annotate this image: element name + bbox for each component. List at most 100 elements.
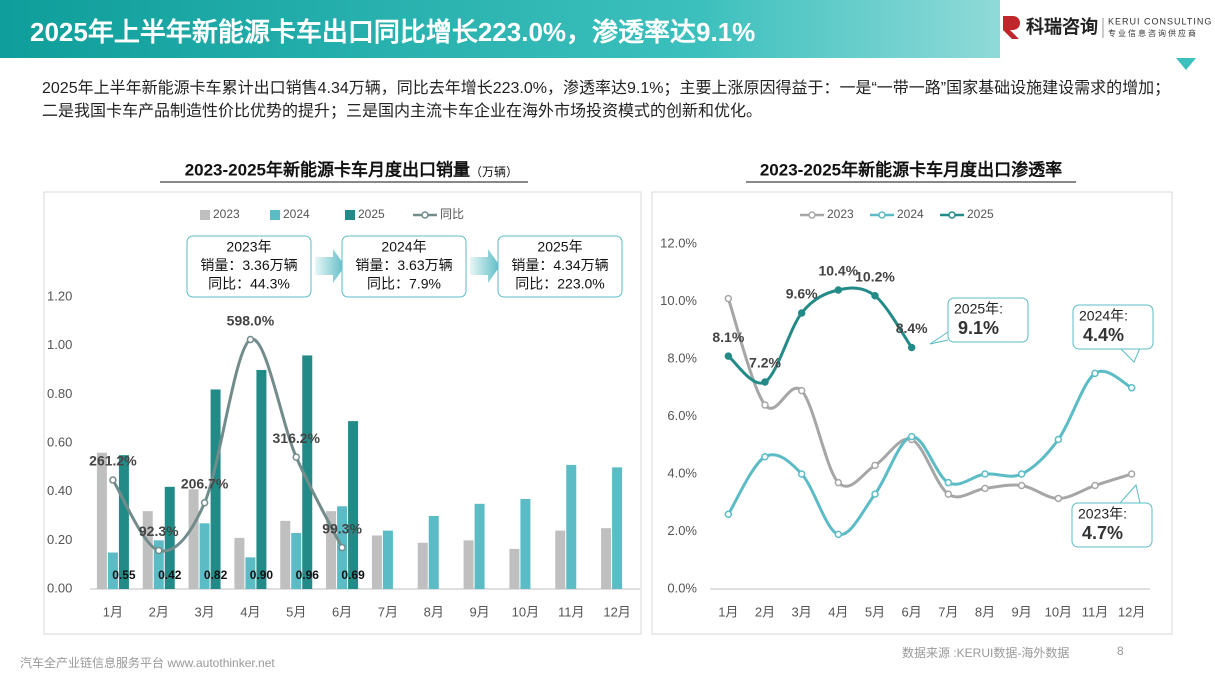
line (726, 298, 1133, 500)
line-marker (797, 386, 806, 395)
annotation-text: 销量：4.34万辆 (511, 257, 608, 273)
chart-title: 2023-2025年新能源卡车月度出口销量 (185, 159, 470, 179)
line-marker (292, 453, 300, 461)
data-label: 8.1% (712, 329, 744, 345)
y-tick-label: 0.60 (47, 434, 72, 449)
bar (199, 523, 210, 589)
x-tick-label: 10月 (1045, 604, 1072, 619)
y-tick-label: 0.00 (47, 580, 72, 595)
data-label: 0.96 (296, 568, 320, 582)
legend-swatch (345, 210, 355, 220)
line-marker (761, 378, 769, 386)
line-marker (724, 510, 733, 518)
legend-label: 2025 (967, 207, 994, 221)
y-tick-label: 2.0% (667, 523, 697, 538)
x-tick-label: 2月 (755, 604, 775, 619)
x-tick-label: 3月 (792, 604, 812, 619)
data-label: 10.2% (855, 268, 895, 284)
line-marker (834, 530, 843, 539)
y-tick-label: 0.80 (47, 386, 72, 401)
line-marker (907, 432, 916, 441)
x-tick-label: 6月 (902, 604, 922, 619)
x-tick-label: 4月 (828, 604, 848, 619)
bar (601, 528, 612, 589)
line-marker (761, 401, 769, 409)
bar (555, 530, 566, 589)
header-notch (1176, 58, 1196, 70)
legend-label: 同比 (440, 207, 464, 221)
y-tick-label: 0.20 (47, 532, 72, 547)
x-tick-label: 8月 (975, 604, 995, 619)
x-tick-label: 8月 (424, 604, 444, 619)
x-tick-label: 1月 (103, 604, 123, 619)
line-marker (944, 478, 953, 487)
data-label: 0.82 (204, 568, 228, 582)
legend-label: 2023 (213, 207, 240, 221)
data-label: 8.4% (896, 320, 928, 336)
data-label: 598.0% (227, 312, 275, 328)
page-title: 2025年上半年新能源卡车出口同比增长223.0%，渗透率达9.1% (30, 17, 756, 47)
line-marker (724, 294, 733, 303)
annotation-text: 2024年 (381, 239, 426, 255)
line-marker (797, 309, 806, 317)
annotation-box (186, 235, 312, 298)
bar (96, 452, 107, 589)
callout-box (1072, 304, 1154, 350)
x-tick-label: 5月 (286, 604, 306, 619)
bar (474, 503, 485, 589)
x-tick-label: 12月 (1118, 604, 1145, 619)
line-marker (109, 476, 117, 484)
bar (256, 370, 267, 589)
callout-label: 2023年: (1078, 506, 1127, 522)
data-label: 9.6% (786, 286, 818, 302)
legend-marker (948, 211, 956, 219)
data-label: 0.55 (112, 568, 136, 582)
bar (612, 467, 623, 589)
annotation-text: 2023年 (226, 239, 271, 255)
data-label: 99.3% (322, 520, 362, 536)
data-label: 0.90 (250, 568, 274, 582)
x-tick-label: 10月 (512, 604, 539, 619)
line-marker (761, 453, 769, 461)
line-marker (1017, 481, 1026, 490)
bar (164, 486, 175, 589)
panel (651, 191, 1173, 635)
header-band (0, 0, 1000, 58)
legend-label: 2024 (283, 207, 310, 221)
y-tick-label: 12.0% (660, 235, 697, 250)
y-tick-label: 0.0% (667, 580, 697, 595)
callout-value: 4.7% (1082, 523, 1123, 543)
line-marker (1054, 435, 1063, 444)
line-marker (1091, 369, 1099, 378)
x-tick-label: 9月 (1012, 604, 1032, 619)
logo-tagline: 专业信息咨询供应商 (1108, 28, 1198, 38)
bar (371, 535, 382, 589)
footer-source: 数据来源 :KERUI数据-海外数据 (902, 645, 1069, 660)
line-marker (871, 461, 879, 470)
line-marker (797, 470, 806, 478)
bar (302, 355, 313, 589)
line-marker (871, 292, 879, 300)
legend-marker (878, 211, 886, 219)
bar (326, 511, 337, 589)
bar (210, 389, 221, 589)
logo-icon (1003, 16, 1020, 39)
legend-label: 2023 (827, 207, 854, 221)
logo-en: KERUI CONSULTING (1108, 16, 1212, 26)
line-marker (1127, 470, 1136, 478)
line-marker (981, 484, 989, 493)
legend-marker (421, 211, 429, 219)
annotation-arrow (470, 249, 500, 283)
x-tick-label: 2月 (149, 604, 169, 619)
bar (107, 552, 118, 589)
summary: 2025年上半年新能源卡车累计出口销售4.34万辆，同比去年增长223.0%，渗… (42, 80, 1171, 120)
data-label: 0.42 (158, 568, 182, 582)
line-marker (1017, 470, 1026, 478)
line-marker (834, 286, 843, 294)
line-marker (338, 543, 346, 552)
line-marker (155, 546, 163, 555)
line-marker (246, 335, 255, 344)
y-tick-label: 0.40 (47, 483, 72, 498)
